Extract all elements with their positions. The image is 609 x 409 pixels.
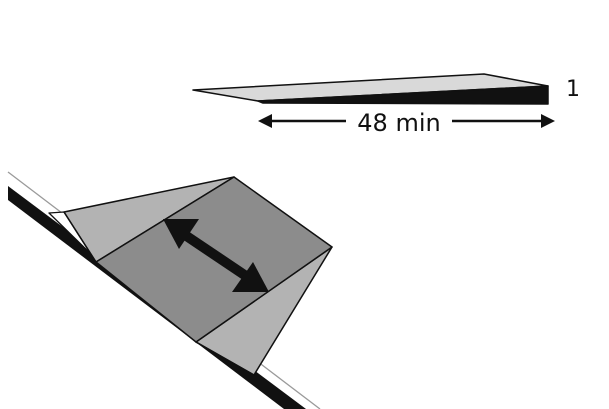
motion-arrow-shaft	[182, 230, 249, 281]
arrowhead-right-icon	[541, 114, 555, 128]
motion-arrowhead-upper-icon	[163, 219, 199, 249]
ramp-length-label: 48 min	[357, 109, 440, 137]
block-edge-lower	[195, 341, 255, 376]
ramp-side-face	[257, 85, 549, 105]
motion-arrowhead-lower-icon	[232, 262, 269, 292]
double-headed-arrow-icon	[163, 219, 269, 292]
arrowhead-left-icon	[258, 114, 272, 128]
length-dimension-arrow	[258, 114, 555, 128]
ramp-wedge	[192, 73, 549, 105]
ramp-height-label: 1	[566, 77, 580, 102]
block-edge-upper	[63, 211, 97, 263]
